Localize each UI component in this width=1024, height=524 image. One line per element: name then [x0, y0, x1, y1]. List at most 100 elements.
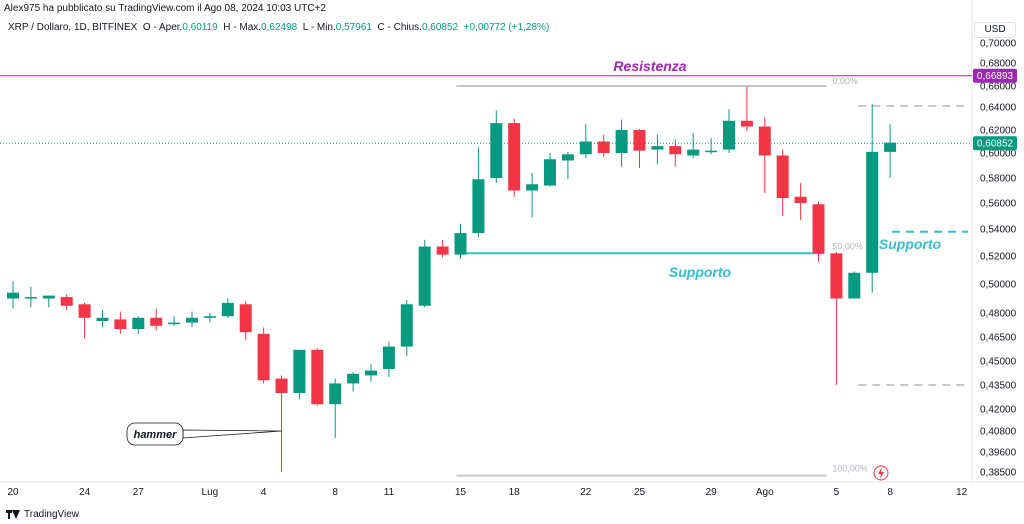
resistance-price-label: 0,66893 [977, 71, 1014, 82]
candle[interactable] [758, 117, 771, 193]
candle[interactable] [365, 364, 377, 382]
hammer-callout-text: hammer [134, 429, 178, 441]
candle[interactable] [436, 239, 449, 258]
lightning-icon[interactable] [873, 465, 889, 481]
fib-level-label: 50,00% [832, 241, 863, 251]
candle[interactable] [186, 311, 198, 328]
candle-body [848, 272, 861, 299]
candle[interactable] [400, 299, 413, 357]
candle[interactable] [239, 301, 252, 341]
candle[interactable] [78, 302, 91, 339]
low-value: 0,57961 [335, 22, 372, 33]
candle[interactable] [723, 109, 735, 153]
price-tick-label: 0,38500 [980, 468, 1017, 479]
candle-body [866, 151, 879, 273]
candle[interactable] [24, 286, 37, 308]
candle[interactable] [579, 124, 592, 158]
candle-body [168, 322, 181, 325]
candle[interactable] [132, 316, 145, 334]
candle-body [347, 373, 360, 384]
candle-body [633, 130, 646, 151]
candle[interactable] [812, 201, 825, 262]
candle[interactable] [561, 151, 574, 180]
candle[interactable] [275, 375, 288, 472]
candle[interactable] [472, 147, 485, 238]
candle[interactable] [329, 378, 342, 438]
candle[interactable] [597, 134, 610, 157]
candle[interactable] [257, 327, 270, 384]
candle[interactable] [382, 341, 395, 377]
candle[interactable] [42, 295, 55, 308]
support-label[interactable]: Supporto [879, 236, 942, 252]
candle[interactable] [884, 124, 897, 178]
candle[interactable] [96, 310, 109, 328]
price-axis[interactable]: 0,70000 0,68000 0,66000 0,64000 0,62000 0,600… [973, 39, 1017, 479]
candle[interactable] [454, 223, 467, 259]
time-tick-label: 15 [455, 487, 467, 498]
candle[interactable] [687, 133, 700, 158]
candle[interactable] [651, 134, 664, 165]
currency-button[interactable]: USD [974, 22, 1016, 38]
candle[interactable] [615, 119, 628, 167]
candle[interactable] [669, 139, 682, 167]
candle[interactable] [705, 138, 718, 155]
candle[interactable] [776, 149, 789, 216]
candle[interactable] [150, 308, 163, 331]
resistance-label[interactable]: Resistenza [613, 58, 686, 74]
open-value: 0,60119 [182, 22, 218, 33]
price-tick-label: 0,46500 [980, 333, 1017, 344]
candle[interactable] [866, 103, 879, 293]
high-label: H - Max. [223, 22, 262, 33]
candle-body [382, 346, 395, 369]
candle[interactable] [114, 311, 127, 334]
candle[interactable] [418, 239, 431, 308]
candle-body [436, 246, 449, 255]
time-tick-label: 11 [384, 487, 395, 498]
time-tick-label: 24 [79, 487, 91, 498]
candle[interactable] [168, 316, 181, 326]
candle[interactable] [221, 298, 234, 318]
candle-body [812, 204, 825, 254]
candle-body [758, 126, 771, 156]
candle[interactable] [633, 128, 646, 168]
fib-level-label: 0,00% [832, 76, 858, 86]
price-tick-label: 0,54000 [980, 225, 1017, 236]
hammer-callout-box[interactable] [126, 422, 184, 446]
support-label[interactable]: Supporto [669, 264, 732, 280]
candle[interactable] [848, 271, 861, 299]
candle-body [24, 297, 37, 299]
tradingview-brand[interactable]: TradingView [6, 509, 79, 520]
candle[interactable] [7, 281, 19, 309]
tradingview-logo-icon [6, 510, 20, 519]
time-tick-label: 8 [887, 487, 893, 498]
candle[interactable] [526, 173, 539, 218]
time-tick-label: 22 [580, 487, 592, 498]
candle-body [418, 246, 431, 306]
candle[interactable] [794, 183, 807, 220]
candle-body [275, 378, 288, 393]
candle[interactable] [830, 251, 843, 385]
change-value: +0,00772 (+1,28%) [463, 22, 550, 33]
symbol-legend[interactable]: XRP / Dollaro, 1D, BITFINEX O - Aper.0,6… [8, 22, 549, 33]
symbol-name: XRP / Dollaro, 1D, BITFINEX [8, 22, 138, 33]
candle[interactable] [490, 110, 503, 183]
time-tick-label: 27 [133, 487, 145, 498]
candle[interactable] [544, 153, 556, 187]
time-axis[interactable]: 20 24 27 Lug 4 8 11 15 18 22 25 29 Ago 5 8 12 [7, 487, 967, 498]
price-tick-label: 0,52000 [980, 252, 1017, 263]
candle-body [60, 297, 73, 306]
candle[interactable] [311, 348, 324, 406]
candle[interactable] [60, 294, 73, 311]
candle[interactable] [347, 372, 360, 392]
candle[interactable] [740, 86, 753, 132]
time-tick-label: 4 [261, 487, 267, 498]
candle[interactable] [508, 118, 521, 197]
candle-body [42, 295, 55, 299]
time-tick-label: 29 [706, 487, 718, 498]
current-price-label: 0,60852 [977, 139, 1014, 150]
candle[interactable] [203, 313, 216, 323]
candle[interactable] [293, 349, 306, 400]
candle-body [365, 370, 377, 376]
candle-body [740, 120, 753, 127]
